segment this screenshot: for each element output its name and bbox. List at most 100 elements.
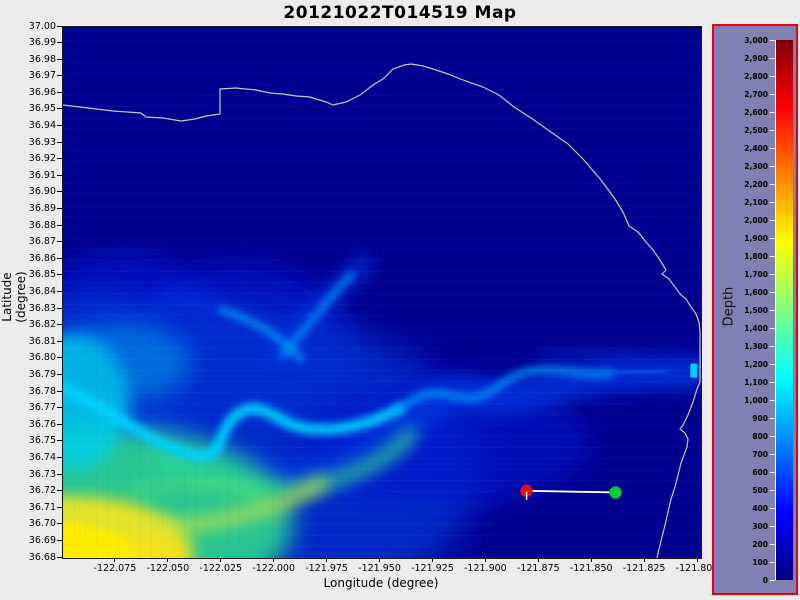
x-tick-mark [114, 558, 116, 562]
y-tick-mark [57, 58, 62, 60]
colorbar-tick-label: 800 [752, 431, 768, 441]
colorbar-tick-label: 1,700 [744, 269, 768, 279]
y-tick-label: 36.98 [28, 53, 56, 65]
y-tick-mark [57, 191, 62, 193]
x-tick-label: -121.825 [622, 563, 666, 574]
colorbar-tick-label: 200 [752, 539, 768, 549]
end-marker-green [609, 486, 622, 499]
colorbar-tick-label: 1,500 [744, 305, 768, 315]
y-tick-mark [57, 407, 62, 409]
x-tick-mark [167, 558, 169, 562]
colorbar-tick-mark [770, 165, 775, 167]
y-tick-label: 36.79 [28, 368, 56, 380]
y-tick-mark [57, 473, 62, 475]
colorbar-tick-mark [770, 525, 775, 527]
x-tick-label: -121.850 [569, 563, 613, 574]
colorbar-tick-label: 100 [752, 557, 768, 567]
x-tick-mark [643, 558, 645, 562]
y-tick-label: 36.85 [28, 269, 56, 281]
colorbar-tick-mark [770, 111, 775, 113]
colorbar-tick-mark [770, 291, 775, 293]
colorbar-tick-label: 2,200 [744, 179, 768, 189]
colorbar-tick-mark [770, 129, 775, 131]
colorbar-tick-mark [770, 543, 775, 545]
y-tick-mark [57, 108, 62, 110]
colorbar-tick-label: 0 [762, 575, 768, 585]
colorbar-tick-label: 2,300 [744, 161, 768, 171]
y-tick-mark [57, 42, 62, 44]
marker-layer [520, 363, 698, 500]
mooring-marker-cyan [690, 363, 698, 378]
y-tick-mark [57, 324, 62, 326]
y-tick-mark [57, 158, 62, 160]
colorbar-tick-label: 1,800 [744, 251, 768, 261]
colorbar-tick-label: 2,500 [744, 125, 768, 135]
y-tick-label: 37.00 [28, 20, 56, 32]
y-tick-label: 36.89 [28, 203, 56, 215]
x-tick-label: -121.900 [463, 563, 507, 574]
y-tick-mark [57, 357, 62, 359]
y-tick-label: 36.99 [28, 37, 56, 49]
x-tick-label: -122.000 [252, 563, 296, 574]
colorbar-tick-mark [770, 489, 775, 491]
colorbar-tick-mark [770, 201, 775, 203]
colorbar-tick-label: 400 [752, 503, 768, 513]
colorbar-gradient [775, 40, 793, 580]
y-tick-label: 36.70 [28, 518, 56, 530]
x-tick-label: -121.800 [675, 563, 719, 574]
x-tick-label: -122.025 [199, 563, 243, 574]
canyon-depth-layers [63, 252, 701, 558]
y-tick-label: 36.75 [28, 435, 56, 447]
coastline-path [63, 63, 701, 558]
y-tick-label: 36.76 [28, 418, 56, 430]
colorbar-panel: Depth 3,000 2,900 2,800 2,700 2,600 2,500 2,40… [712, 24, 798, 595]
y-tick-label: 36.82 [28, 319, 56, 331]
y-tick-mark [57, 373, 62, 375]
x-tick-mark [537, 558, 539, 562]
y-tick-label: 36.86 [28, 252, 56, 264]
colorbar-tick-mark [770, 255, 775, 257]
x-tick-mark [220, 558, 222, 562]
colorbar-tick-mark [770, 453, 775, 455]
x-tick-mark [696, 558, 698, 562]
colorbar-tick-mark [770, 435, 775, 437]
y-tick-mark [57, 224, 62, 226]
x-tick-mark [431, 558, 433, 562]
colorbar-tick-mark [770, 75, 775, 77]
colorbar-tick-label: 1,400 [744, 323, 768, 333]
y-tick-label: 36.78 [28, 385, 56, 397]
colorbar-tick-mark [770, 93, 775, 95]
x-tick-mark [273, 558, 275, 562]
page-title: 20121022T014519 Map [283, 3, 517, 23]
y-tick-label: 36.90 [28, 186, 56, 198]
y-tick-mark [57, 174, 62, 176]
y-tick-mark [57, 523, 62, 525]
y-tick-label: 36.81 [28, 335, 56, 347]
bathymetry-svg [63, 27, 701, 558]
y-tick-label: 36.77 [28, 402, 56, 414]
y-tick-label: 36.68 [28, 551, 56, 563]
y-tick-mark [57, 75, 62, 77]
x-tick-label: -122.050 [146, 563, 190, 574]
colorbar-tick-mark [770, 183, 775, 185]
y-axis-label: Latitude (degree) [0, 271, 28, 323]
y-tick-label: 36.84 [28, 286, 56, 297]
colorbar-tick-mark [770, 507, 775, 509]
colorbar-tick-label: 2,100 [744, 197, 768, 207]
colorbar-tick-label: 500 [752, 485, 768, 495]
y-tick-label: 36.80 [28, 352, 56, 364]
colorbar-tick-label: 2,000 [744, 215, 768, 225]
y-tick-label: 36.88 [28, 219, 56, 231]
colorbar-tick-mark [770, 417, 775, 419]
y-tick-mark [57, 456, 62, 458]
y-tick-label: 36.92 [28, 153, 56, 165]
y-tick-label: 36.96 [28, 86, 56, 98]
map-plot-area [62, 26, 702, 559]
y-tick-label: 36.74 [28, 451, 56, 463]
colorbar-tick-mark [770, 237, 775, 239]
y-tick-label: 36.93 [28, 136, 56, 148]
track-line [526, 489, 616, 494]
colorbar-tick-mark [770, 579, 775, 581]
y-tick-mark [57, 91, 62, 93]
